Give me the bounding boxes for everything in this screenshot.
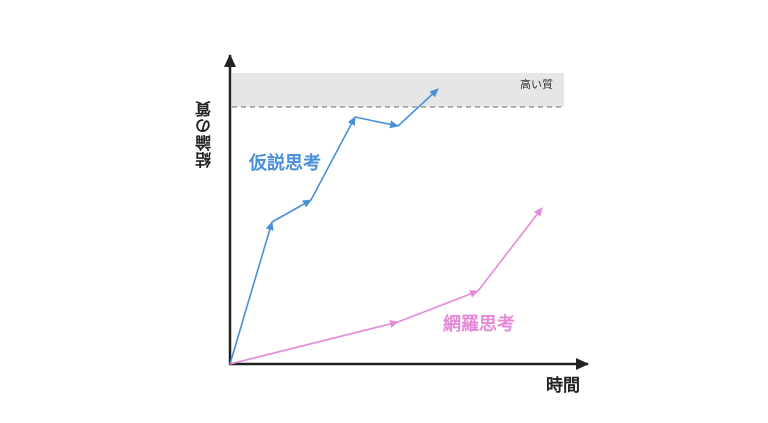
pink-segment bbox=[397, 290, 479, 323]
series-blue-path bbox=[229, 88, 439, 365]
pink-segment bbox=[229, 320, 399, 365]
blue-segment bbox=[310, 116, 356, 201]
high-quality-band bbox=[232, 73, 564, 107]
exhaustive-thinking-label: 網羅思考 bbox=[443, 314, 515, 335]
y-axis-label: 結論の質 bbox=[195, 100, 214, 168]
series-pink-path bbox=[229, 207, 543, 365]
pink-segment bbox=[477, 207, 543, 292]
hypothesis-thinking-label: 仮説思考 bbox=[249, 153, 321, 174]
blue-segment bbox=[354, 116, 399, 129]
x-axis-label: 時間 bbox=[546, 376, 580, 396]
blue-segment bbox=[229, 221, 274, 365]
blue-segment bbox=[271, 199, 312, 223]
blue-segment bbox=[397, 88, 439, 127]
high-quality-label: 高い質 bbox=[520, 78, 553, 91]
